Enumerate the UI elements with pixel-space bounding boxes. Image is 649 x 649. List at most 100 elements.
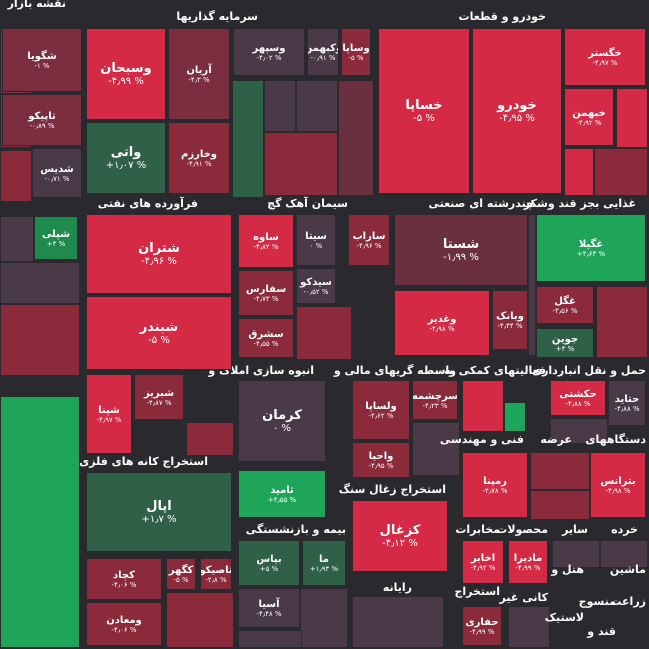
stock-tile[interactable]: وساپا -۵ % <box>341 28 371 76</box>
stock-tile[interactable]: حفاری -۴٫۹۹ % <box>462 606 502 646</box>
stock-tile[interactable]: وکبهمن-۰٫۹۱ % <box>307 28 339 76</box>
stock-tile[interactable]: رمپنا -۴٫۷۸ % <box>462 452 528 518</box>
stock-change: -۰٫۹۱ % <box>310 53 336 62</box>
stock-change: -۵ % <box>173 575 189 584</box>
sector-title: بیمه و بازنشستگی <box>245 523 346 536</box>
stock-change: -۴٫۹۸ % <box>429 324 455 333</box>
stock-tile[interactable]: ومعادن -۴٫۰۶ % <box>86 602 162 646</box>
stock-tile[interactable]: شپنا -۴٫۹۷ % <box>86 374 132 454</box>
stock-tile[interactable]: خساپا -۵ % <box>378 28 470 194</box>
stock-name: سرچشمه <box>412 390 458 402</box>
stock-name: شستا <box>442 237 480 252</box>
stock-change: -۴٫۸۲ % <box>253 242 279 251</box>
tile-background <box>462 380 504 432</box>
stock-name: ومعادن <box>106 614 142 626</box>
stock-name: اپال <box>146 499 172 514</box>
stock-tile[interactable]: سیتا ۰ % <box>296 214 336 266</box>
stock-tile[interactable]: ساراب -۴٫۹۶ % <box>348 214 390 266</box>
stock-tile[interactable]: غگل -۳٫۵۶ % <box>536 286 594 324</box>
stock-tile[interactable]: جوین +۳ % <box>536 328 594 358</box>
stock-tile[interactable]: شدیس -۰٫۷۱ % <box>32 148 82 198</box>
stock-change: -۴٫۶۲ % <box>368 411 394 420</box>
sector-title: هتل و <box>551 563 584 576</box>
tile-background <box>594 148 648 196</box>
stock-change: -۴٫۸۸ % <box>565 399 591 408</box>
stock-tile[interactable]: واحیا -۴٫۹۵ % <box>352 442 410 478</box>
stock-tile[interactable]: ولساپا -۴٫۶۲ % <box>352 380 410 440</box>
stock-tile[interactable]: تاصیکو -۲٫۸ % <box>200 558 232 590</box>
stock-tile[interactable]: شگویا -۱ % <box>2 28 82 92</box>
tile-background <box>264 132 338 196</box>
sector-title: استخراج کانه های فلزی <box>79 455 208 468</box>
sector-title: فعالیتهای کمکی به <box>444 364 546 377</box>
stock-tile[interactable]: غگیلا +۴٫۶۳ % <box>536 214 646 282</box>
stock-tile[interactable]: شتران -۴٫۹۶ % <box>86 214 232 294</box>
stock-tile[interactable]: وسبحان -۴٫۹۹ % <box>86 28 166 120</box>
stock-change: ۰ % <box>309 241 323 250</box>
stock-change: +۴٫۶۳ % <box>576 249 606 258</box>
stock-tile[interactable]: شستا -۱٫۹۹ % <box>394 214 528 286</box>
stock-tile[interactable]: سرچشمه -۴٫۲۳ % <box>412 380 458 420</box>
stock-tile[interactable]: سیدکو -۰٫۵۲ % <box>296 268 336 304</box>
stock-tile[interactable]: ما +۱٫۹۳ % <box>302 540 346 586</box>
stock-tile[interactable]: ثامید +۴٫۵۵ % <box>238 470 326 518</box>
tile-background <box>186 422 234 456</box>
stock-tile[interactable]: سشرق -۴٫۵۵ % <box>238 318 294 358</box>
stock-tile[interactable]: کرمان ۰ % <box>238 380 326 462</box>
stock-tile[interactable]: خبهمن -۴٫۹۲ % <box>564 88 614 146</box>
stock-change: -۴٫۱۲ % <box>382 538 418 549</box>
stock-tile[interactable]: آسیا -۴٫۴۸ % <box>238 588 300 628</box>
stock-tile[interactable]: شبریز -۴٫۸۷ % <box>134 374 184 420</box>
stock-change: +۴٫۵۵ % <box>267 495 297 504</box>
stock-name: آسیا <box>258 598 280 610</box>
stock-change: -۵ % <box>413 113 435 124</box>
stock-tile[interactable]: خودرو -۴٫۹۵ % <box>472 28 562 194</box>
stock-tile[interactable]: ساوه -۴٫۸۲ % <box>238 214 294 268</box>
stock-tile[interactable]: سفارس -۴٫۷۳ % <box>238 270 294 316</box>
sector-title: کانی غیر <box>499 591 548 604</box>
stock-tile[interactable]: کچاد -۴٫۰۶ % <box>86 558 162 600</box>
sector-title: استخراج زغال سنگ <box>338 483 446 496</box>
stock-tile[interactable]: حکشتی -۴٫۸۸ % <box>550 380 606 416</box>
stock-tile[interactable]: کزغال -۴٫۱۲ % <box>352 500 448 572</box>
stock-change: -۴٫۹۹ % <box>108 76 144 87</box>
stock-change: -۴٫۸۷ % <box>146 398 172 407</box>
stock-change: +۱٫۷ % <box>141 514 177 525</box>
stock-name: رمپنا <box>483 475 507 487</box>
tile-background <box>530 490 590 520</box>
stock-tile[interactable]: وغدیر -۴٫۹۸ % <box>394 290 490 356</box>
stock-tile[interactable]: بترانس -۴٫۹۸ % <box>590 452 646 518</box>
sector-title: غذایی بجز قند وشکر <box>523 197 636 210</box>
stock-change: -۴٫۰۲ % <box>256 53 282 62</box>
sector-title: استخراج <box>454 585 500 598</box>
map-title: نقشه بازار <box>7 0 66 10</box>
stock-tile[interactable]: اپال +۱٫۷ % <box>86 472 232 552</box>
stock-name: کگهر <box>168 564 194 576</box>
tile-background <box>616 88 648 148</box>
stock-name: بپاس <box>256 553 282 565</box>
stock-tile[interactable]: آریان -۴٫۳ % <box>168 28 230 120</box>
sector-title: قند و <box>587 625 616 638</box>
stock-change: +۵ % <box>259 564 279 573</box>
stock-tile[interactable]: وخارزم -۴٫۹۱ % <box>168 122 230 194</box>
stock-tile[interactable]: تاپیکو -۰٫۸۹ % <box>2 94 82 146</box>
stock-tile[interactable]: وسپهر -۴٫۰۲ % <box>233 28 305 76</box>
stock-name: جوین <box>551 333 579 345</box>
stock-tile[interactable]: بپاس +۵ % <box>238 540 300 586</box>
stock-tile[interactable]: وبانک -۴٫۴۴ % <box>492 290 528 350</box>
stock-tile[interactable]: مادیرا -۴٫۹۹ % <box>508 540 548 584</box>
stock-tile[interactable]: واتی +۱٫۰۷ % <box>86 122 166 194</box>
stock-tile[interactable]: کگهر -۵ % <box>166 558 196 590</box>
stock-tile[interactable]: شبندر -۵ % <box>86 296 232 370</box>
stock-tile[interactable]: خگستر -۴٫۹۷ % <box>564 28 646 86</box>
sector-title: انبوه سازی املاک و <box>208 364 314 377</box>
tile-background <box>264 80 296 132</box>
tile-background <box>508 606 550 648</box>
stock-tile[interactable]: حتاید -۴٫۸۸ % <box>608 380 646 426</box>
stock-tile[interactable]: شپلی +۴ % <box>34 216 78 260</box>
stock-name: وخارزم <box>180 148 218 160</box>
tile-background <box>166 592 234 648</box>
sector-title: چندرشته ای صنعتی <box>428 197 534 210</box>
stock-tile[interactable]: اخابر -۴٫۹۲ % <box>462 540 504 584</box>
stock-name: خودرو <box>497 98 537 113</box>
